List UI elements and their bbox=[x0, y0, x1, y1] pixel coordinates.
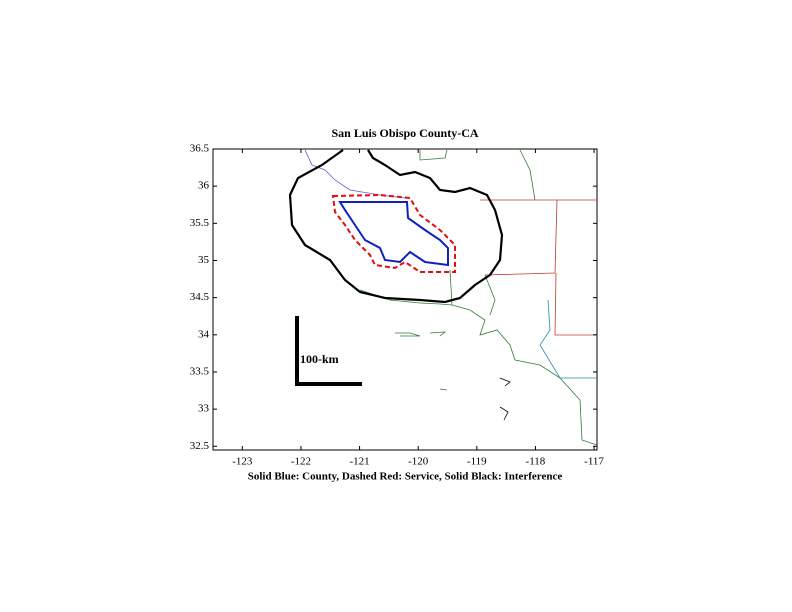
x-tick-label: -121 bbox=[349, 456, 369, 468]
scale-label: 100-km bbox=[300, 352, 339, 366]
y-tick-label: 33.5 bbox=[190, 365, 210, 377]
y-tick-label: 32.5 bbox=[190, 440, 210, 452]
x-tick-label: -118 bbox=[526, 456, 546, 468]
x-tick-label: -117 bbox=[584, 456, 604, 468]
x-tick-label: -119 bbox=[467, 456, 487, 468]
y-tick-label: 34 bbox=[198, 328, 210, 340]
y-tick-label: 33 bbox=[198, 403, 210, 415]
interference-contour bbox=[288, 149, 504, 304]
x-tick-label: -123 bbox=[232, 456, 253, 468]
x-tick-label: -120 bbox=[408, 456, 429, 468]
boundaries bbox=[304, 149, 598, 446]
y-tick-label: 35.5 bbox=[190, 217, 210, 229]
y-tick-label: 36.5 bbox=[190, 143, 210, 155]
county-outline bbox=[338, 201, 449, 267]
service-contour bbox=[331, 193, 456, 273]
scale-bar bbox=[295, 316, 362, 386]
title: San Luis Obispo County-CA bbox=[331, 126, 478, 140]
x-tick-label: -122 bbox=[291, 456, 311, 468]
y-tick-label: 34.5 bbox=[190, 291, 210, 303]
x-label: Solid Blue: County, Dashed Red: Service,… bbox=[248, 471, 563, 483]
y-tick-label: 36 bbox=[198, 180, 210, 192]
y-tick-label: 35 bbox=[198, 254, 210, 266]
